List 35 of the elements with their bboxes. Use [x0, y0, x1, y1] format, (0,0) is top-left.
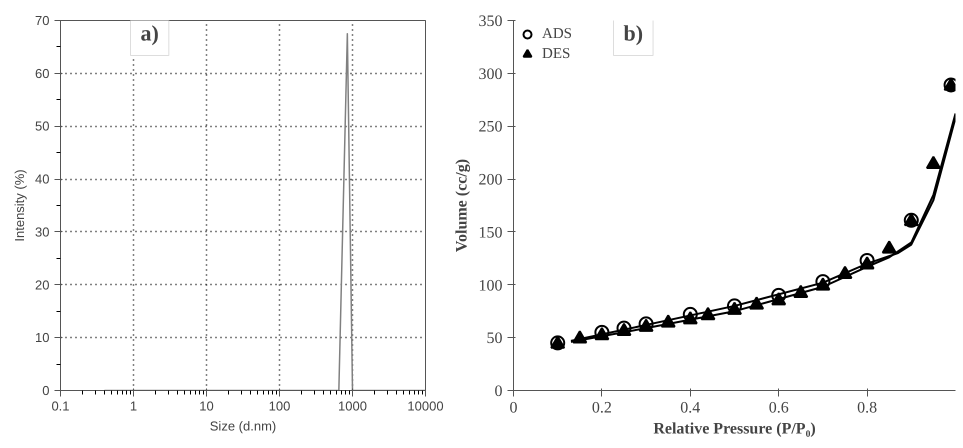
y-axis-title: Volume (cc/g)	[454, 158, 470, 252]
x-tick-label: 0.4	[680, 400, 700, 416]
x-axis-title: Size (d.nm)	[210, 418, 276, 434]
x-tick-label: 0	[510, 400, 518, 416]
y-axis-title: Intensity (%)	[12, 169, 28, 242]
y-tick-label: 150	[478, 224, 502, 242]
x-tick-label: 10	[199, 398, 214, 414]
y-tick-label: 70	[35, 13, 50, 28]
y-tick-label: 40	[35, 172, 50, 187]
y-tick-label: 350	[478, 13, 502, 30]
y-tick-label: 10	[35, 330, 50, 346]
x-tick-label: 0.2	[592, 400, 612, 416]
legend-label: ADS	[542, 26, 572, 42]
y-tick-label: 50	[35, 118, 50, 134]
y-tick-label: 20	[35, 277, 50, 292]
x-tick-label: 1	[130, 398, 138, 414]
y-tick-label: 50	[486, 330, 502, 348]
y-tick-label: 250	[478, 118, 502, 136]
y-tick-label: 300	[478, 66, 502, 83]
x-tick-label: 0.6	[768, 400, 789, 416]
annotation: b)	[624, 20, 644, 46]
y-tick-label: 30	[35, 224, 50, 240]
y-tick-label: 0	[494, 383, 502, 400]
y-tick-label: 60	[35, 66, 50, 81]
y-tick-label: 200	[478, 172, 502, 189]
x-tick-label: 100	[268, 398, 290, 414]
x-axis-title: Relative Pressure (P/P₀)	[653, 420, 816, 438]
annotation: a)	[140, 20, 159, 46]
x-tick-label: 0.8	[857, 400, 878, 416]
y-tick-label: 100	[478, 277, 502, 294]
x-tick-label: 0.1	[51, 398, 70, 414]
x-tick-label: 1000	[338, 398, 367, 414]
x-tick-label: 10000	[407, 398, 444, 414]
y-tick-label: 0	[42, 383, 50, 398]
legend-label: DES	[542, 46, 570, 62]
